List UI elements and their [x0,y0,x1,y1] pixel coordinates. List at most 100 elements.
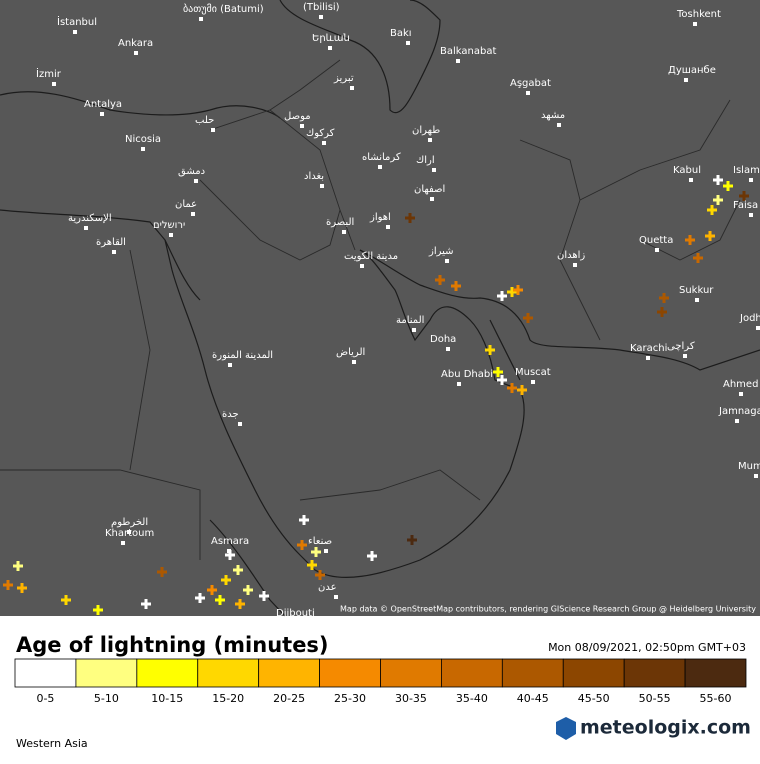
lightning-marker [707,205,717,215]
legend-label: 15-20 [212,692,244,705]
city-dot [430,197,434,201]
city-label: البصرة [326,217,354,228]
lightning-marker [233,565,243,575]
legend-swatch [562,658,625,688]
lightning-marker [739,191,749,201]
city-label: Ahmed [723,379,758,390]
city-dot [211,128,215,132]
lightning-marker [517,385,527,395]
city-label: دمشق [178,166,205,177]
legend-label: 35-40 [456,692,488,705]
legend: 0-5 5-10 10-15 15-20 20-25 25-30 30-35 35-40 40-… [14,658,747,705]
city-label: ירושלים [153,220,185,231]
city-label: الرياض [336,347,365,358]
city-dot [531,380,535,384]
city-dot [457,382,461,386]
city-dot [739,392,743,396]
lightning-marker [367,551,377,561]
city-dot [646,356,650,360]
city-label: صنعاء [308,536,332,547]
lightning-marker [315,570,325,580]
legend-label: 25-30 [334,692,366,705]
legend-swatch [380,658,442,688]
city-dot [292,621,296,625]
lightning-marker [3,580,13,590]
legend-label: 5-10 [94,692,119,705]
city-label: Nicosia [125,134,161,145]
lightning-marker [435,275,445,285]
city-dot [693,22,697,26]
lightning-marker [157,567,167,577]
lightning-marker [705,231,715,241]
city-dot [320,184,324,188]
lightning-marker [497,375,507,385]
lightning-marker [507,383,517,393]
lightning-marker [311,547,321,557]
legend-swatch [441,658,503,688]
legend-swatch [14,658,77,688]
city-label: طهران [412,125,440,136]
lightning-markers [3,175,749,615]
city-label: حلب [195,115,214,126]
city-dot [655,248,659,252]
city-label: Sukkur [679,285,714,296]
city-label: Antalya [84,99,122,110]
lightning-marker [13,561,23,571]
city-label: Ankara [118,38,153,49]
city-dot [749,178,753,182]
city-dot [238,422,242,426]
legend-label: 50-55 [639,692,671,705]
city-dot [112,250,116,254]
city-label: Душанбе [668,65,716,76]
city-label: عدن [318,582,337,593]
city-dot [573,263,577,267]
city-dot [684,78,688,82]
brand-logo [556,717,576,740]
legend-swatch [258,658,320,688]
city-label: عمان [175,199,197,210]
lightning-marker [61,595,71,605]
lightning-marker [693,253,703,263]
city-label: Quetta [639,235,673,246]
legend-swatch [501,658,564,688]
city-label: اراك [416,155,435,166]
coastlines [0,0,760,617]
city-label: المدينة المنورة [212,350,273,361]
city-label: Doha [430,334,456,345]
city-label: Aşgabat [510,78,551,89]
lightning-marker [523,313,533,323]
lightning-marker [299,515,309,525]
lightning-marker [93,605,103,615]
city-dot [199,17,203,21]
lightning-marker [451,281,461,291]
city-dot [227,549,231,553]
city-dot [324,549,328,553]
city-label: كراچى [667,341,695,352]
city-label: بغداد [304,171,324,182]
lightning-marker [513,285,523,295]
city-label: Asmara [211,536,249,547]
city-dot [456,59,460,63]
city-label: Bakı [390,28,412,39]
city-dot [300,124,304,128]
legend-label: 40-45 [517,692,549,705]
city-dot [386,225,390,229]
city-dot [689,178,693,182]
lightning-marker [485,345,495,355]
legend-date: Mon 08/09/2021, 02:50pm GMT+03 [548,641,746,654]
city-label: ბათუმი (Batumi) [183,3,264,15]
lightning-marker [221,575,231,585]
lightning-marker [657,307,667,317]
lightning-marker [659,293,669,303]
legend-label: 55-60 [700,692,732,705]
region-name: Western Asia [16,737,88,750]
city-dot [328,46,332,50]
brand-name: meteologix.com [580,717,751,739]
city-label: (Tbilisi) [303,2,340,13]
city-dot [352,360,356,364]
lightning-marker [723,181,733,191]
city-label: Muscat [515,367,551,378]
city-label: Karachi [630,343,667,354]
borders [0,59,741,560]
